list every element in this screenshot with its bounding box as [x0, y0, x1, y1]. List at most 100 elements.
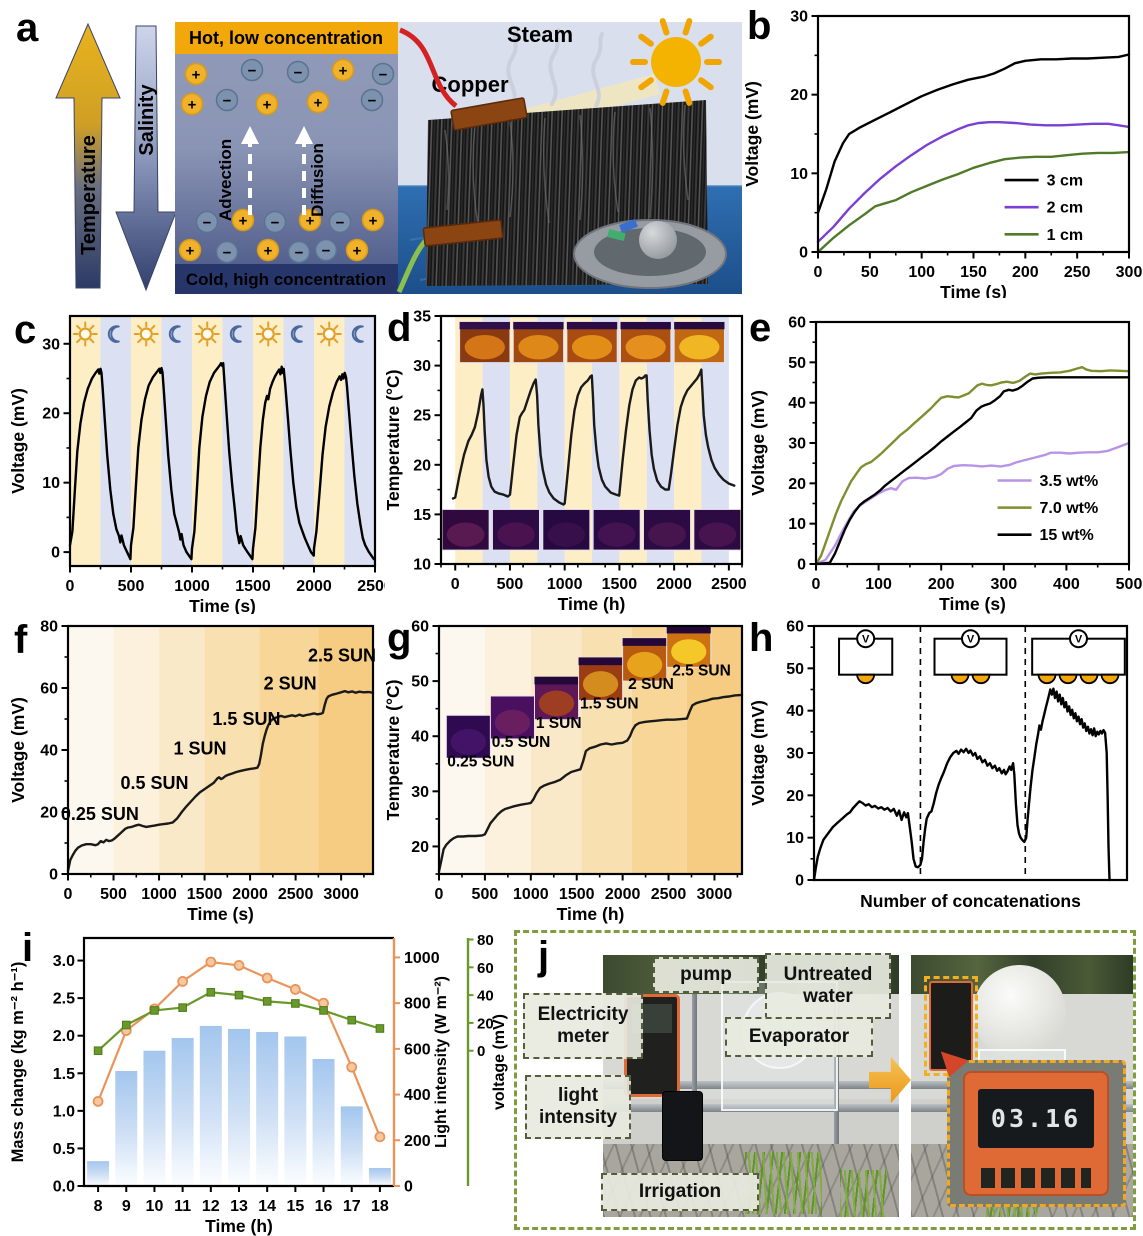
- svg-text:3 cm: 3 cm: [1047, 173, 1083, 190]
- mass-change-bar: [143, 1050, 166, 1186]
- series-1-cm: [816, 150, 1131, 254]
- sun-icon: [194, 321, 220, 347]
- svg-text:0: 0: [51, 545, 60, 562]
- axes: 0 50 100 150 200 250 300 0 10 20 30 Voltage (mV) Tim…: [742, 9, 1142, 299]
- panel-letter-j: j: [538, 934, 550, 978]
- multimeter-face: 03.16: [963, 1071, 1109, 1196]
- svg-text:0.5 SUN: 0.5 SUN: [120, 773, 188, 793]
- svg-text:2.5: 2.5: [53, 991, 75, 1008]
- series-3-cm: [816, 53, 1131, 214]
- mass-change-bar: [340, 1106, 363, 1186]
- anion-icon: −: [287, 240, 311, 264]
- shelf-rail: [603, 1080, 899, 1089]
- svg-text:10: 10: [42, 475, 60, 492]
- irrigation-label: Irrigation: [601, 1173, 759, 1211]
- cation-icon: +: [331, 58, 355, 82]
- advection-arrow-icon: Advection: [216, 126, 259, 221]
- svg-text:0: 0: [477, 1043, 485, 1060]
- svg-text:600: 600: [404, 1041, 431, 1058]
- svg-text:2000: 2000: [232, 886, 268, 903]
- panel-letter-i: i: [22, 926, 34, 970]
- svg-text:Time (s): Time (s): [939, 594, 1006, 614]
- svg-text:20: 20: [413, 457, 431, 474]
- red-wire: [398, 27, 458, 108]
- voltmeter-icon: [856, 629, 876, 649]
- meter-zoom-inset: 03.16: [940, 1051, 1126, 1208]
- svg-text:50: 50: [786, 661, 804, 678]
- svg-text:25: 25: [413, 408, 431, 425]
- svg-text:17: 17: [343, 1198, 361, 1215]
- svg-text:Time (h): Time (h): [557, 904, 625, 924]
- svg-text:Mass change (kg m⁻² h⁻¹): Mass change (kg m⁻² h⁻¹): [9, 962, 27, 1163]
- svg-text:800: 800: [404, 996, 431, 1013]
- moon-icon: [168, 325, 181, 343]
- panel-letter-a: a: [16, 6, 39, 50]
- svg-text:30: 30: [411, 784, 429, 801]
- svg-text:30: 30: [788, 436, 806, 453]
- svg-text:0: 0: [797, 557, 806, 574]
- anion-icon: −: [371, 62, 395, 86]
- anion-icon: −: [286, 60, 310, 84]
- svg-text:500: 500: [472, 886, 499, 903]
- svg-text:2500: 2500: [357, 578, 385, 595]
- series-2-cm: [816, 121, 1131, 243]
- untreated-water-label: Untreated water: [765, 953, 891, 1019]
- svg-text:200: 200: [404, 1133, 431, 1150]
- anion-icon: −: [314, 238, 338, 262]
- svg-text:+: +: [239, 213, 248, 230]
- svg-text:−: −: [336, 215, 345, 232]
- svg-text:12: 12: [202, 1198, 220, 1215]
- svg-text:−: −: [248, 63, 257, 80]
- series-voltage-vs-sun: [66, 689, 375, 873]
- svg-text:0: 0: [49, 867, 58, 884]
- svg-text:40: 40: [477, 988, 494, 1005]
- svg-text:2500: 2500: [278, 886, 314, 903]
- panel-letter-h: h: [749, 616, 774, 660]
- advection-label: Advection: [216, 139, 235, 221]
- anion-icon: −: [328, 210, 352, 234]
- svg-text:1500: 1500: [187, 886, 223, 903]
- legend: 3 cm 2 cm 1 cm: [1004, 173, 1083, 244]
- series-day-night-voltage: [68, 362, 375, 561]
- sun-icon: [72, 321, 98, 347]
- svg-text:2 SUN: 2 SUN: [264, 674, 317, 694]
- svg-text:30: 30: [786, 746, 804, 763]
- svg-text:−: −: [294, 65, 303, 82]
- condensation-dome: [973, 965, 1067, 1060]
- svg-text:40: 40: [411, 729, 429, 746]
- plot-b: 0 50 100 150 200 250 300 0 10 20 30 Voltage (mV) Tim…: [742, 9, 1142, 299]
- thermal-image-inset: [666, 625, 712, 668]
- svg-text:1.5 SUN: 1.5 SUN: [212, 709, 280, 729]
- plot-c: 0 500 1000 1500 2000 2500 0 10 20 30 Voltage (mV) T…: [8, 314, 385, 614]
- svg-text:1 SUN: 1 SUN: [536, 715, 582, 732]
- steam-label: Steam: [507, 22, 573, 47]
- sun-icon: [133, 321, 159, 347]
- svg-text:Temperature (°C): Temperature (°C): [383, 680, 403, 821]
- thermal-image-inset: [566, 321, 618, 364]
- cation-icon: +: [256, 238, 280, 262]
- anion-icon: −: [240, 58, 264, 82]
- svg-text:150: 150: [960, 264, 987, 281]
- thermal-image-inset: [489, 695, 535, 740]
- panel-letter-b: b: [747, 4, 772, 48]
- svg-text:13: 13: [230, 1198, 248, 1215]
- axes: 0 500 1000 1500 2000 2500 3000 20 30 40 50 60 Temper…: [383, 619, 739, 924]
- svg-text:1000: 1000: [174, 578, 210, 595]
- temperature-label: Temperature: [78, 135, 100, 255]
- plot-e: 0 100 200 300 400 500 0 10 20 30 40 50 60 Voltage (mV…: [748, 315, 1142, 615]
- meter-display: 03.16: [977, 1088, 1095, 1149]
- axes: 0 100 200 300 400 500 0 10 20 30 40 50 60 Voltage (mV…: [748, 315, 1142, 615]
- series-temperature-vs-sun: [437, 693, 744, 873]
- cation-icon: +: [255, 92, 279, 116]
- meter-buttons: [980, 1168, 1092, 1189]
- svg-text:+: +: [186, 243, 195, 260]
- svg-text:7.0 wt%: 7.0 wt%: [1040, 500, 1099, 517]
- svg-text:10: 10: [146, 1198, 164, 1215]
- mass-change-bar: [115, 1071, 138, 1186]
- chart-b-voltage-vs-time-thickness: 0 50 100 150 200 250 300 0 10 20 30 Voltage (mV) Tim…: [742, 9, 1142, 299]
- evaporator-photo: Steam Copper: [396, 18, 742, 294]
- mass-change-bar: [171, 1037, 194, 1186]
- cation-icon: +: [345, 238, 369, 262]
